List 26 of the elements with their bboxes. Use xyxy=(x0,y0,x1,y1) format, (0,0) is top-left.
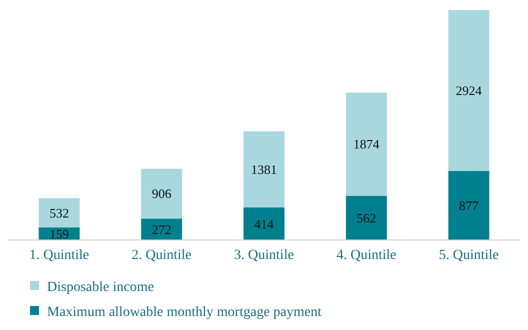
total-label: 1874 xyxy=(353,136,380,152)
legend-label: Disposable income xyxy=(47,280,154,295)
bar xyxy=(448,171,490,240)
x-tick-label: 4. Quintile xyxy=(336,248,396,263)
x-tick-label: 1. Quintile xyxy=(29,248,90,263)
bar xyxy=(38,198,80,228)
total-label: 906 xyxy=(152,186,172,202)
data-label: 159 xyxy=(49,226,69,242)
x-tick-label: 3. Quintile xyxy=(234,248,294,263)
data-label: 562 xyxy=(356,210,376,226)
bar xyxy=(448,10,490,172)
total-label: 532 xyxy=(49,205,69,220)
bar xyxy=(141,218,182,240)
bar xyxy=(346,92,387,196)
bar xyxy=(244,131,284,208)
data-label: 414 xyxy=(254,216,274,232)
bar xyxy=(346,196,387,240)
bar xyxy=(141,168,182,219)
legend-label: Maximum allowable monthly mortgage payment xyxy=(47,304,322,320)
total-label: 2924 xyxy=(456,83,482,98)
data-label: 272 xyxy=(152,222,172,237)
data-label: 877 xyxy=(459,198,480,214)
total-label: 1381 xyxy=(251,162,277,177)
x-tick-label: 5. Quintile xyxy=(438,248,499,263)
x-tick-label: 2. Quintile xyxy=(132,248,192,263)
bar xyxy=(244,207,284,240)
